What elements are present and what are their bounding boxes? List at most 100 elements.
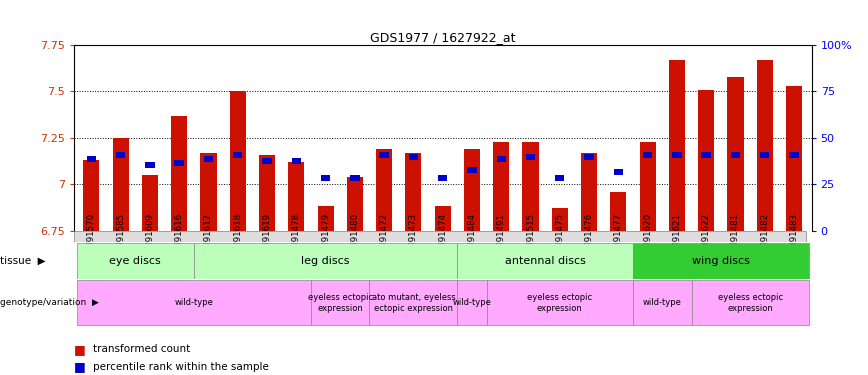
Text: GSM91472: GSM91472 (379, 213, 389, 260)
Bar (438, 175, 447, 180)
Text: GSM91473: GSM91473 (409, 213, 418, 260)
Bar (87, 156, 96, 162)
Title: GDS1977 / 1627922_at: GDS1977 / 1627922_at (370, 31, 516, 44)
Bar (467, 167, 477, 173)
Text: GSM91570: GSM91570 (87, 213, 95, 260)
Bar (692, 280, 809, 325)
Bar (201, 153, 216, 231)
Text: GSM91484: GSM91484 (468, 213, 477, 260)
Text: ■: ■ (74, 343, 86, 356)
Text: GSM91617: GSM91617 (204, 213, 213, 260)
Text: GSM91477: GSM91477 (614, 213, 623, 260)
Text: ■: ■ (74, 360, 86, 373)
Bar (141, 175, 158, 231)
Bar (194, 243, 457, 279)
Text: eye discs: eye discs (109, 256, 161, 266)
Bar (113, 138, 128, 231)
Bar (633, 280, 692, 325)
Text: eyeless ectopic
expression: eyeless ectopic expression (527, 293, 592, 312)
Text: GSM91620: GSM91620 (643, 213, 652, 260)
Text: GSM91474: GSM91474 (438, 213, 447, 260)
Bar (727, 76, 744, 231)
Bar (318, 207, 333, 231)
Bar (786, 86, 802, 231)
Text: GSM91621: GSM91621 (673, 213, 681, 260)
Text: tissue  ▶: tissue ▶ (0, 256, 46, 266)
Bar (701, 152, 711, 158)
Bar (288, 162, 305, 231)
Text: GSM91475: GSM91475 (556, 213, 564, 260)
Bar (633, 243, 809, 279)
Bar (292, 158, 301, 164)
Text: GSM91618: GSM91618 (233, 213, 242, 260)
Text: GSM91482: GSM91482 (760, 213, 769, 260)
Bar (760, 152, 769, 158)
Text: percentile rank within the sample: percentile rank within the sample (93, 362, 269, 372)
Text: genotype/variation  ▶: genotype/variation ▶ (0, 298, 99, 307)
Text: GSM91622: GSM91622 (701, 213, 711, 260)
Bar (731, 152, 740, 158)
Bar (409, 154, 418, 160)
Bar (640, 141, 655, 231)
Bar (552, 209, 568, 231)
Bar (116, 152, 125, 158)
Bar (789, 152, 799, 158)
Bar (435, 207, 450, 231)
Bar (350, 175, 359, 180)
Bar (145, 162, 155, 168)
Bar (526, 154, 536, 160)
Bar (311, 280, 370, 325)
Bar (698, 90, 714, 231)
Text: eyeless ectopic
expression: eyeless ectopic expression (307, 293, 372, 312)
Text: wild-type: wild-type (452, 298, 491, 307)
Text: GSM91491: GSM91491 (496, 213, 506, 260)
Text: antennal discs: antennal discs (504, 256, 586, 266)
Bar (321, 175, 330, 180)
Bar (757, 60, 773, 231)
Bar (379, 152, 389, 158)
Bar (83, 160, 100, 231)
Bar (669, 60, 685, 231)
Bar (556, 175, 564, 180)
Bar (76, 280, 311, 325)
Text: GSM91609: GSM91609 (146, 213, 155, 260)
Bar (610, 192, 627, 231)
Bar (643, 152, 653, 158)
Text: GSM91616: GSM91616 (174, 213, 184, 260)
Bar (584, 154, 594, 160)
Text: transformed count: transformed count (93, 345, 190, 354)
Bar (405, 153, 422, 231)
Text: GSM91619: GSM91619 (262, 213, 272, 260)
Text: leg discs: leg discs (301, 256, 350, 266)
Bar (347, 177, 363, 231)
Text: eyeless ectopic
expression: eyeless ectopic expression (718, 293, 783, 312)
Text: GSM91585: GSM91585 (116, 213, 125, 260)
Bar (464, 149, 480, 231)
Bar (262, 158, 272, 164)
Bar (523, 141, 538, 231)
Bar (614, 169, 623, 175)
Bar (493, 141, 510, 231)
Bar (457, 280, 487, 325)
Text: GSM91478: GSM91478 (292, 213, 301, 260)
Text: GSM91480: GSM91480 (351, 213, 359, 260)
Text: GSM91515: GSM91515 (526, 213, 535, 260)
Text: GSM91483: GSM91483 (790, 213, 799, 260)
Bar (204, 156, 214, 162)
Bar (496, 156, 506, 162)
Bar (76, 243, 194, 279)
Bar (230, 92, 246, 231)
Bar (171, 116, 187, 231)
Bar (259, 154, 275, 231)
Text: ato mutant, eyeless
ectopic expression: ato mutant, eyeless ectopic expression (372, 293, 456, 312)
Text: wild-type: wild-type (643, 298, 681, 307)
Bar (581, 153, 597, 231)
Text: wild-type: wild-type (174, 298, 214, 307)
Text: GSM91479: GSM91479 (321, 213, 330, 260)
Text: GSM91476: GSM91476 (584, 213, 594, 260)
Bar (376, 149, 392, 231)
Bar (672, 152, 681, 158)
Text: wing discs: wing discs (692, 256, 750, 266)
Bar (174, 160, 184, 166)
Bar (233, 152, 242, 158)
